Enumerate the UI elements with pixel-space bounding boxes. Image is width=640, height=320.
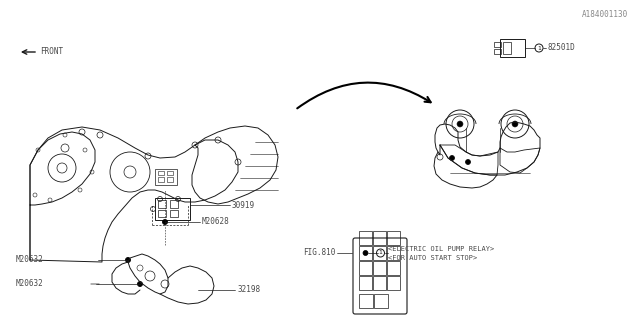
Bar [494, 49, 501, 54]
Bar [158, 210, 166, 217]
Bar [170, 200, 178, 208]
Text: 32198: 32198 [237, 285, 260, 294]
Text: <ELECTRIC OIL PUMP RELAY>: <ELECTRIC OIL PUMP RELAY> [388, 246, 495, 252]
Bar [373, 246, 386, 260]
Text: 30919: 30919 [232, 201, 255, 210]
Circle shape [465, 159, 470, 164]
Bar [373, 231, 386, 245]
Bar [373, 261, 386, 275]
Bar [158, 200, 166, 208]
Circle shape [449, 156, 454, 161]
Bar [155, 169, 177, 185]
Bar [500, 39, 525, 57]
Text: M20632: M20632 [16, 255, 44, 265]
Text: M20628: M20628 [202, 218, 230, 227]
Circle shape [512, 121, 518, 127]
Bar [167, 177, 173, 182]
Bar [374, 294, 388, 308]
Bar [359, 246, 372, 260]
Text: 1: 1 [537, 45, 541, 51]
Bar [359, 261, 372, 275]
Circle shape [138, 282, 143, 286]
Bar [494, 42, 501, 47]
Bar [503, 42, 511, 54]
Bar [387, 231, 400, 245]
Bar [158, 177, 164, 182]
Circle shape [363, 251, 368, 255]
Bar [359, 294, 373, 308]
Circle shape [125, 258, 131, 262]
Bar [387, 276, 400, 290]
Bar [158, 171, 164, 175]
FancyBboxPatch shape [353, 238, 407, 314]
Text: 1: 1 [379, 251, 382, 255]
Bar [167, 171, 173, 175]
Bar [373, 276, 386, 290]
Bar [359, 231, 372, 245]
Text: <FOR AUTO START STOP>: <FOR AUTO START STOP> [388, 255, 477, 261]
FancyArrowPatch shape [297, 83, 431, 108]
Text: FIG.810: FIG.810 [303, 248, 335, 258]
Bar [170, 210, 178, 217]
Bar [155, 198, 190, 220]
Text: FRONT: FRONT [40, 47, 63, 57]
Text: 82501D: 82501D [548, 44, 576, 52]
Text: M20632: M20632 [16, 279, 44, 289]
Circle shape [163, 220, 168, 225]
Text: A184001130: A184001130 [582, 10, 628, 19]
Bar [359, 276, 372, 290]
Circle shape [457, 121, 463, 127]
Bar [387, 246, 400, 260]
Bar [387, 261, 400, 275]
